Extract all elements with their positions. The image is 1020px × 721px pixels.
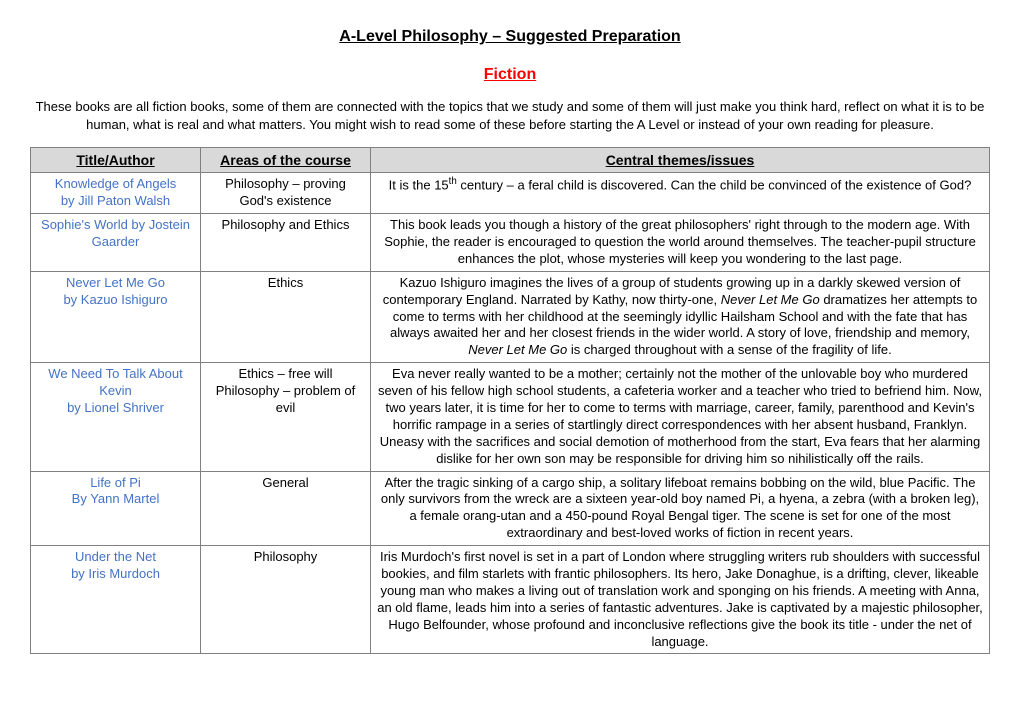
intro-paragraph: These books are all fiction books, some … [34, 98, 986, 133]
book-title: Under the Net [37, 549, 194, 566]
book-author: by Iris Murdoch [37, 566, 194, 583]
book-title: Never Let Me Go [37, 275, 194, 292]
header-areas: Areas of the course [201, 148, 371, 173]
cell-area: Philosophy and Ethics [201, 214, 371, 272]
cell-area: Ethics – free will Philosophy – problem … [201, 363, 371, 471]
cell-title-author: We Need To Talk About Kevinby Lionel Shr… [31, 363, 201, 471]
table-header-row: Title/Author Areas of the course Central… [31, 148, 990, 173]
header-title-author: Title/Author [31, 148, 201, 173]
cell-title-author: Knowledge of Angelsby Jill Paton Walsh [31, 173, 201, 214]
cell-theme: This book leads you though a history of … [371, 214, 990, 272]
reading-list-table: Title/Author Areas of the course Central… [30, 147, 990, 654]
table-row: Under the Netby Iris MurdochPhilosophyIr… [31, 546, 990, 654]
cell-area: General [201, 471, 371, 546]
cell-theme: It is the 15th century – a feral child i… [371, 173, 990, 214]
cell-theme: Eva never really wanted to be a mother; … [371, 363, 990, 471]
cell-title-author: Under the Netby Iris Murdoch [31, 546, 201, 654]
cell-area: Ethics [201, 271, 371, 362]
table-row: Never Let Me Goby Kazuo IshiguroEthicsKa… [31, 271, 990, 362]
header-themes: Central themes/issues [371, 148, 990, 173]
table-row: Life of PiBy Yann MartelGeneralAfter the… [31, 471, 990, 546]
section-title: Fiction [30, 66, 990, 84]
cell-title-author: Never Let Me Goby Kazuo Ishiguro [31, 271, 201, 362]
book-author: by Lionel Shriver [37, 400, 194, 417]
cell-title-author: Life of PiBy Yann Martel [31, 471, 201, 546]
book-title: We Need To Talk About Kevin [37, 366, 194, 400]
book-title: Knowledge of Angels [37, 176, 194, 193]
page-title: A-Level Philosophy – Suggested Preparati… [30, 28, 990, 46]
book-author: By Yann Martel [37, 491, 194, 508]
cell-area: Philosophy – proving God's existence [201, 173, 371, 214]
table-row: Knowledge of Angelsby Jill Paton WalshPh… [31, 173, 990, 214]
book-title: Life of Pi [37, 475, 194, 492]
cell-title-author: Sophie's World by Jostein Gaarder [31, 214, 201, 272]
table-row: Sophie's World by Jostein GaarderPhiloso… [31, 214, 990, 272]
book-author: by Kazuo Ishiguro [37, 292, 194, 309]
table-row: We Need To Talk About Kevinby Lionel Shr… [31, 363, 990, 471]
book-title: Sophie's World by Jostein Gaarder [37, 217, 194, 251]
cell-theme: Iris Murdoch's first novel is set in a p… [371, 546, 990, 654]
book-author: by Jill Paton Walsh [37, 193, 194, 210]
cell-area: Philosophy [201, 546, 371, 654]
cell-theme: Kazuo Ishiguro imagines the lives of a g… [371, 271, 990, 362]
cell-theme: After the tragic sinking of a cargo ship… [371, 471, 990, 546]
